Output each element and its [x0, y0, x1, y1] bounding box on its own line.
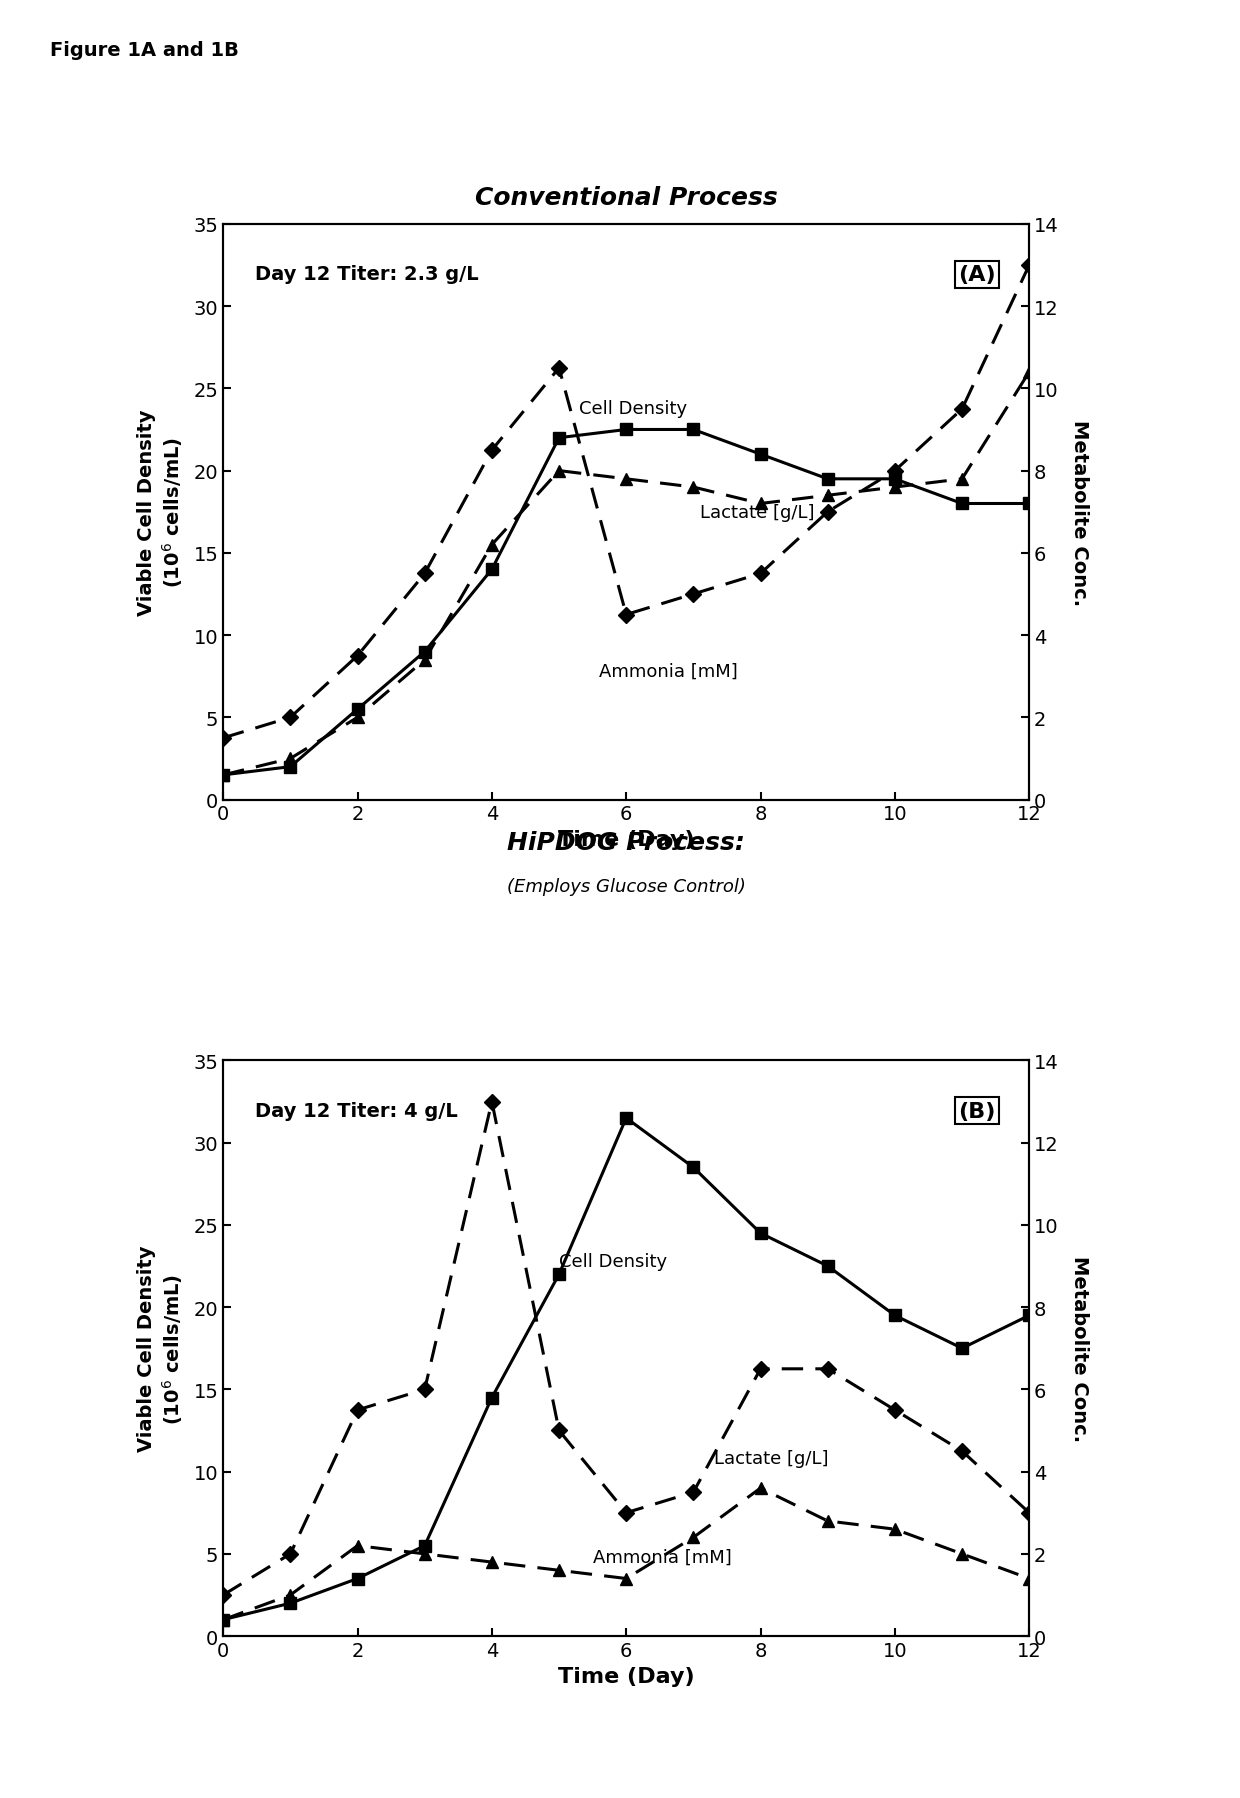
X-axis label: Time (Day): Time (Day) — [558, 1665, 694, 1685]
Text: Day 12 Titer: 4 g/L: Day 12 Titer: 4 g/L — [255, 1100, 459, 1120]
Text: (B): (B) — [959, 1100, 996, 1122]
Y-axis label: Viable Cell Density
(10$^6$ cells/mL): Viable Cell Density (10$^6$ cells/mL) — [138, 410, 185, 615]
Text: Lactate [g/L]: Lactate [g/L] — [713, 1449, 828, 1467]
Text: (Employs Glucose Control): (Employs Glucose Control) — [507, 877, 745, 895]
Text: Lactate [g/L]: Lactate [g/L] — [701, 503, 815, 521]
Text: Day 12 Titer: 2.3 g/L: Day 12 Titer: 2.3 g/L — [255, 264, 479, 284]
Y-axis label: Viable Cell Density
(10$^6$ cells/mL): Viable Cell Density (10$^6$ cells/mL) — [138, 1246, 185, 1451]
Text: Figure 1A and 1B: Figure 1A and 1B — [50, 41, 238, 61]
Text: Ammonia [mM]: Ammonia [mM] — [593, 1548, 732, 1566]
Title: Conventional Process: Conventional Process — [475, 187, 777, 210]
Text: HiPDOG Process:: HiPDOG Process: — [507, 831, 745, 854]
Y-axis label: Metabolite Conc.: Metabolite Conc. — [1070, 419, 1090, 606]
Text: Cell Density: Cell Density — [579, 399, 687, 417]
Text: Ammonia [mM]: Ammonia [mM] — [599, 663, 738, 681]
Text: Cell Density: Cell Density — [559, 1253, 667, 1271]
X-axis label: Time (Day): Time (Day) — [558, 829, 694, 849]
Y-axis label: Metabolite Conc.: Metabolite Conc. — [1070, 1255, 1090, 1442]
Text: (A): (A) — [959, 264, 996, 286]
